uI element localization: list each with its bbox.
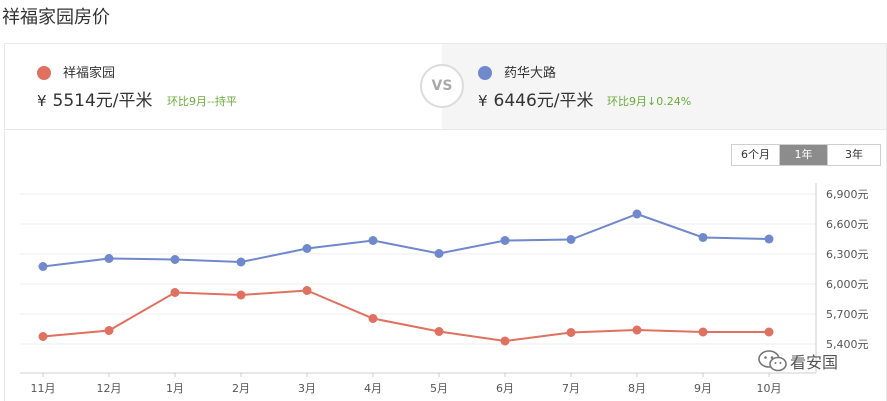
watermark: 看安国 bbox=[758, 350, 838, 372]
x-tick-label-8: 7月 bbox=[562, 382, 580, 395]
y-tick-label-0: 5,400元 bbox=[826, 338, 869, 351]
left-currency: ¥ bbox=[37, 92, 47, 110]
x-tick-label-5: 4月 bbox=[364, 382, 382, 395]
series-0-point-2 bbox=[170, 288, 180, 297]
x-tick-label-0: 11月 bbox=[31, 382, 56, 395]
series-1-point-2 bbox=[170, 255, 180, 264]
series-0-point-3 bbox=[236, 290, 246, 300]
series-line-1 bbox=[42, 212, 770, 268]
watermark-text: 看安国 bbox=[790, 353, 839, 372]
range-tab-1-year[interactable]: 1年 bbox=[780, 145, 828, 165]
compare-panel: 祥福家园 ¥5514元/平米 环比9月--持平 药华大路 ¥6446元/平米 环… bbox=[4, 43, 887, 130]
x-tick-label-7: 6月 bbox=[496, 382, 514, 395]
series-1-point-1 bbox=[104, 254, 114, 263]
x-tick-label-1: 12月 bbox=[97, 382, 122, 395]
series-1-point-10 bbox=[698, 233, 708, 242]
x-tick-label-2: 1月 bbox=[166, 382, 184, 395]
range-tab-3-years[interactable]: 3年 bbox=[828, 145, 880, 165]
right-community-name: 药华大路 bbox=[504, 66, 557, 81]
series-0-point-4 bbox=[302, 286, 312, 295]
series-0-point-6 bbox=[434, 327, 444, 336]
series-1-point-11 bbox=[764, 234, 774, 244]
series-1-point-0 bbox=[38, 262, 48, 271]
series-1-point-9 bbox=[632, 209, 642, 219]
time-range-selector: 6个月 1年 3年 bbox=[731, 144, 881, 166]
chart-grid bbox=[20, 183, 817, 374]
left-price: ¥5514元/平米 bbox=[37, 90, 153, 112]
y-tick-label-2: 6,000元 bbox=[826, 278, 869, 291]
series-line-0 bbox=[42, 289, 769, 343]
right-currency: ¥ bbox=[478, 92, 488, 110]
vs-badge: VS bbox=[420, 64, 464, 108]
series-1-point-6 bbox=[434, 249, 444, 258]
series-1-point-3 bbox=[236, 257, 246, 267]
compare-right-card: 药华大路 ¥6446元/平米 环比9月↓0.24% bbox=[442, 44, 886, 129]
x-tick-label-9: 8月 bbox=[628, 382, 646, 395]
series-0-point-8 bbox=[566, 328, 576, 337]
series-0-point-1 bbox=[104, 326, 114, 335]
series-1-point-4 bbox=[302, 244, 312, 253]
y-tick-label-5: 6,900元 bbox=[826, 188, 869, 201]
right-price-value: 6446元/平米 bbox=[493, 91, 594, 111]
series-0-point-5 bbox=[368, 314, 378, 323]
left-trend: 环比9月--持平 bbox=[167, 95, 237, 108]
x-tick-label-3: 2月 bbox=[232, 382, 250, 395]
series-0-point-9 bbox=[632, 325, 642, 335]
series-0-point-0 bbox=[38, 332, 48, 341]
y-tick-label-3: 6,300元 bbox=[826, 248, 869, 261]
series-0-point-7 bbox=[500, 336, 510, 346]
x-tick-label-11: 10月 bbox=[757, 382, 782, 395]
series-1-point-5 bbox=[368, 236, 378, 245]
chart-series bbox=[38, 209, 774, 346]
y-tick-label-4: 6,600元 bbox=[826, 218, 869, 231]
x-tick-label-10: 9月 bbox=[694, 382, 712, 395]
x-axis-ticks: 11月 12月 1月 2月 3月 4月 5月 6月 7月 8月 9月 10月 bbox=[31, 373, 782, 395]
right-series-dot bbox=[478, 66, 492, 80]
right-price: ¥6446元/平米 bbox=[478, 90, 594, 112]
y-axis-ticks: 5,400元 5,700元 6,000元 6,300元 6,600元 6,900元 bbox=[826, 188, 869, 351]
left-price-value: 5514元/平米 bbox=[52, 91, 153, 111]
left-series-dot bbox=[37, 66, 51, 80]
series-0-point-10 bbox=[698, 327, 708, 337]
series-0-point-11 bbox=[764, 327, 774, 337]
left-community-name: 祥福家园 bbox=[63, 66, 116, 81]
page-title: 祥福家园房价 bbox=[2, 7, 110, 28]
compare-left-card: 祥福家园 ¥5514元/平米 环比9月--持平 bbox=[5, 44, 442, 129]
x-tick-label-6: 5月 bbox=[430, 382, 448, 395]
y-tick-label-1: 5,700元 bbox=[826, 308, 869, 321]
x-tick-label-4: 3月 bbox=[298, 382, 316, 395]
range-tab-6-months[interactable]: 6个月 bbox=[732, 145, 780, 165]
wechat-icon bbox=[758, 350, 787, 372]
series-1-point-8 bbox=[566, 235, 576, 244]
right-trend: 环比9月↓0.24% bbox=[607, 95, 692, 108]
series-1-point-7 bbox=[500, 236, 510, 245]
